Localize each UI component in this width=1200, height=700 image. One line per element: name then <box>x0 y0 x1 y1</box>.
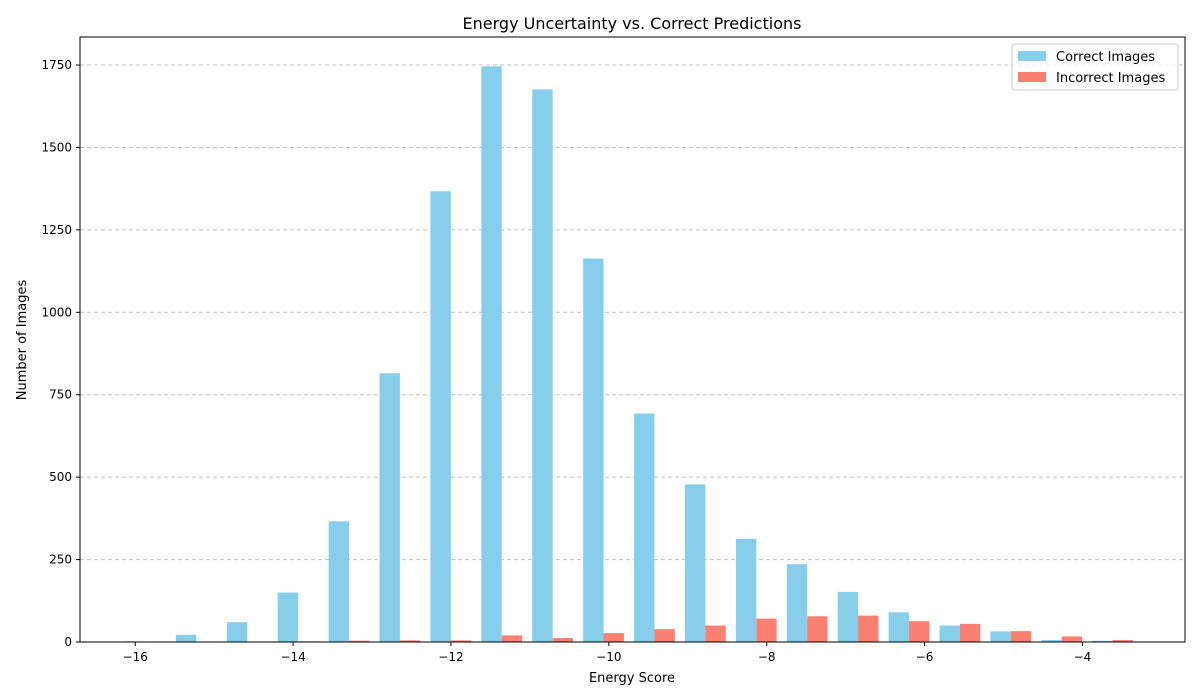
bar-incorrect <box>1112 640 1133 642</box>
bar-incorrect <box>858 615 879 642</box>
y-tick-label: 1250 <box>41 223 72 237</box>
bar-correct <box>786 564 808 642</box>
bar-incorrect <box>1061 636 1083 642</box>
bar-incorrect <box>399 640 421 642</box>
bar-correct <box>1041 640 1062 642</box>
bar-incorrect <box>348 640 370 642</box>
legend: Correct Images Incorrect Images <box>1011 43 1179 91</box>
bar-incorrect <box>1010 631 1032 642</box>
y-tick-label: 1000 <box>41 305 72 319</box>
x-tick-label: −12 <box>438 650 463 664</box>
x-tick-label: −4 <box>1074 650 1092 664</box>
bar-incorrect <box>756 618 777 642</box>
bar-correct <box>328 521 349 642</box>
y-tick-label: 750 <box>49 388 72 402</box>
y-tick-label: 1750 <box>41 58 72 72</box>
legend-swatch-incorrect <box>1018 72 1046 82</box>
x-axis-ticks: −16 −14 −12 −10 −8 −6 −4 <box>123 642 1092 664</box>
bar-correct <box>684 484 706 642</box>
bar-correct <box>583 258 604 642</box>
chart-title: Energy Uncertainty vs. Correct Predictio… <box>463 14 802 33</box>
bar-correct <box>939 625 960 642</box>
x-axis-label: Energy Score <box>589 671 675 686</box>
bar-incorrect <box>654 629 675 642</box>
x-tick-label: −8 <box>758 650 776 664</box>
y-axis-label: Number of Images <box>15 280 30 401</box>
bar-correct <box>1092 640 1113 642</box>
bar-incorrect <box>501 635 523 642</box>
y-tick-label: 1500 <box>41 140 72 154</box>
bar-correct <box>481 66 502 642</box>
y-tick-label: 500 <box>49 470 72 484</box>
y-axis-ticks: 0 250 500 750 1000 1250 1500 1750 <box>41 58 80 649</box>
bar-correct <box>175 634 197 642</box>
bar-correct <box>430 191 451 642</box>
bar-correct <box>888 612 909 642</box>
bar-incorrect <box>603 633 624 642</box>
legend-frame <box>1011 43 1179 91</box>
bar-incorrect <box>450 640 472 642</box>
bar-correct <box>990 631 1011 642</box>
bar-correct <box>226 622 248 642</box>
bar-correct <box>277 592 299 642</box>
bar-correct <box>735 538 757 642</box>
histogram-bars <box>124 66 1133 642</box>
bar-correct <box>837 591 859 642</box>
x-tick-label: −14 <box>280 650 305 664</box>
x-tick-label: −6 <box>916 650 934 664</box>
bar-incorrect <box>552 638 573 642</box>
bar-incorrect <box>908 621 930 642</box>
bar-incorrect <box>705 625 726 642</box>
legend-swatch-correct <box>1018 51 1046 61</box>
x-tick-label: −16 <box>123 650 148 664</box>
y-tick-label: 0 <box>64 635 72 649</box>
y-gridlines <box>80 64 1185 561</box>
bar-correct <box>379 373 400 642</box>
legend-label-correct: Correct Images <box>1056 50 1155 65</box>
y-tick-label: 250 <box>49 553 72 567</box>
bar-incorrect <box>807 616 828 642</box>
legend-label-incorrect: Incorrect Images <box>1056 71 1165 86</box>
bar-correct <box>532 89 553 642</box>
x-tick-label: −10 <box>596 650 621 664</box>
bar-correct <box>634 413 655 642</box>
plot-frame <box>79 36 1186 643</box>
bar-incorrect <box>959 623 981 642</box>
